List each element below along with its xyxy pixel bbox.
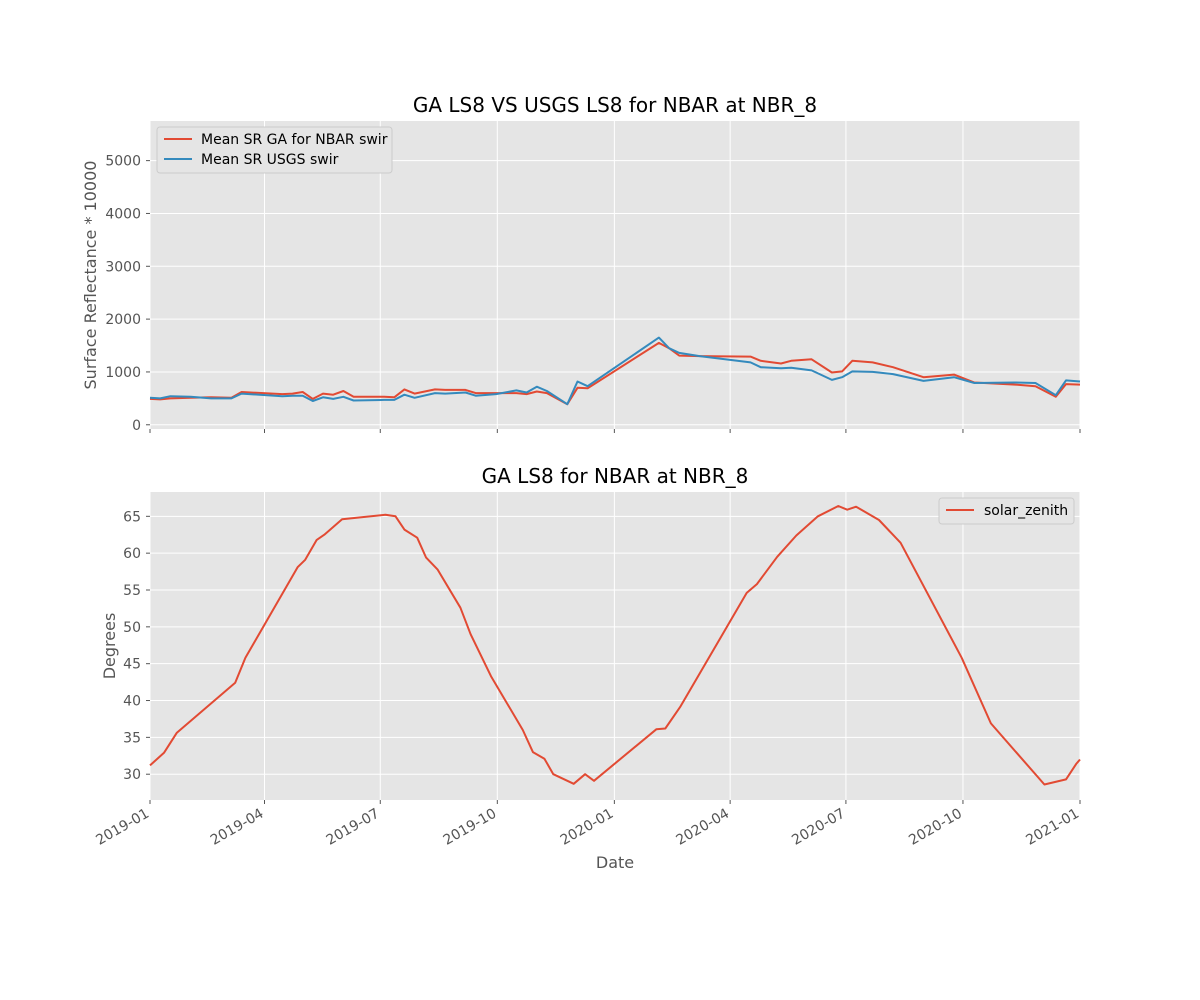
bot-y-tick-label: 50	[123, 620, 141, 636]
top-y-tick-label: 3000	[105, 259, 141, 275]
top-y-axis-label: Surface Reflectance * 10000	[81, 161, 100, 390]
bot-y-tick-label: 40	[123, 694, 141, 710]
bot-series-line-0	[149, 505, 1081, 786]
bottom-x-axis-label: Date	[596, 853, 634, 872]
bot-y-tick-label: 65	[123, 509, 141, 525]
bottom-y-ticks: 30 35 40 45 50 55 60 65	[123, 509, 150, 783]
top-series-line-1	[149, 336, 1081, 406]
bottom-grid	[149, 492, 1081, 800]
top-series-lines	[149, 336, 1081, 406]
bottom-chart-title: GA LS8 for NBAR at NBR_8	[482, 464, 749, 488]
top-y-tick-label: 4000	[105, 206, 141, 222]
top-y-ticks: 0 1000 2000 3000 4000 5000	[105, 154, 150, 434]
top-y-tick-label: 1000	[105, 365, 141, 381]
top-y-tick-label: 5000	[105, 154, 141, 170]
top-y-tick-label: 2000	[105, 312, 141, 328]
top-legend: Mean SR GA for NBAR swir Mean SR USGS sw…	[156, 126, 393, 174]
legend-label-solar-zenith: solar_zenith	[984, 503, 1068, 519]
bottom-plot-area	[150, 492, 1080, 800]
top-legend-box	[156, 126, 393, 174]
bot-y-tick-label: 45	[123, 657, 141, 673]
top-y-tick-label: 0	[132, 418, 141, 434]
bottom-series-lines	[149, 505, 1081, 786]
legend-label-ga-swir: Mean SR GA for NBAR swir	[201, 132, 388, 148]
bottom-legend-box	[938, 497, 1075, 525]
bot-y-tick-label: 60	[123, 546, 141, 562]
top-x-ticks	[149, 429, 1081, 433]
legend-label-usgs-swir: Mean SR USGS swir	[201, 152, 339, 168]
bot-y-tick-label: 30	[123, 767, 141, 783]
bot-y-tick-label: 35	[123, 730, 141, 746]
bottom-y-axis-label: Degrees	[100, 613, 119, 680]
bot-y-tick-label: 55	[123, 583, 141, 599]
bottom-legend: solar_zenith	[938, 497, 1075, 525]
top-series-line-0	[149, 341, 1081, 406]
top-chart-title: GA LS8 VS USGS LS8 for NBAR at NBR_8	[413, 93, 817, 117]
top-chart: 0 1000 2000 3000 4000 5000 GA LS8 VS USGS LS8…	[81, 93, 1081, 434]
